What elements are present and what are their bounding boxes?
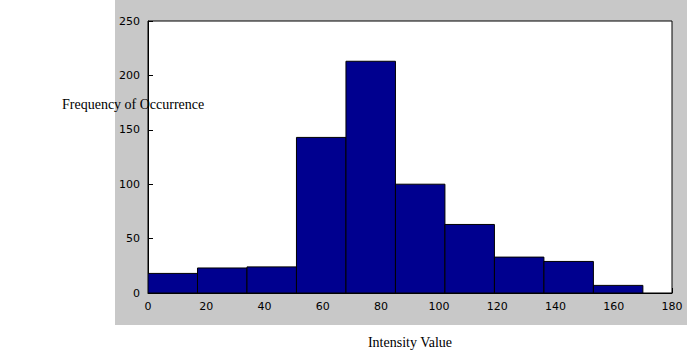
svg-text:Intensity Value: Intensity Value: [368, 335, 452, 350]
svg-text:80: 80: [374, 300, 388, 313]
svg-text:180: 180: [662, 300, 683, 313]
svg-text:150: 150: [119, 123, 140, 136]
svg-text:200: 200: [119, 69, 140, 82]
svg-text:20: 20: [199, 300, 213, 313]
svg-text:100: 100: [429, 300, 450, 313]
svg-text:0: 0: [133, 287, 140, 300]
svg-text:50: 50: [126, 232, 140, 245]
svg-text:Frequency of Occurrence: Frequency of Occurrence: [62, 97, 204, 112]
svg-text:160: 160: [603, 300, 624, 313]
svg-text:60: 60: [316, 300, 330, 313]
svg-text:40: 40: [257, 300, 271, 313]
svg-text:100: 100: [119, 178, 140, 191]
svg-text:120: 120: [487, 300, 508, 313]
svg-text:0: 0: [145, 300, 152, 313]
svg-text:140: 140: [545, 300, 566, 313]
svg-text:250: 250: [119, 15, 140, 28]
